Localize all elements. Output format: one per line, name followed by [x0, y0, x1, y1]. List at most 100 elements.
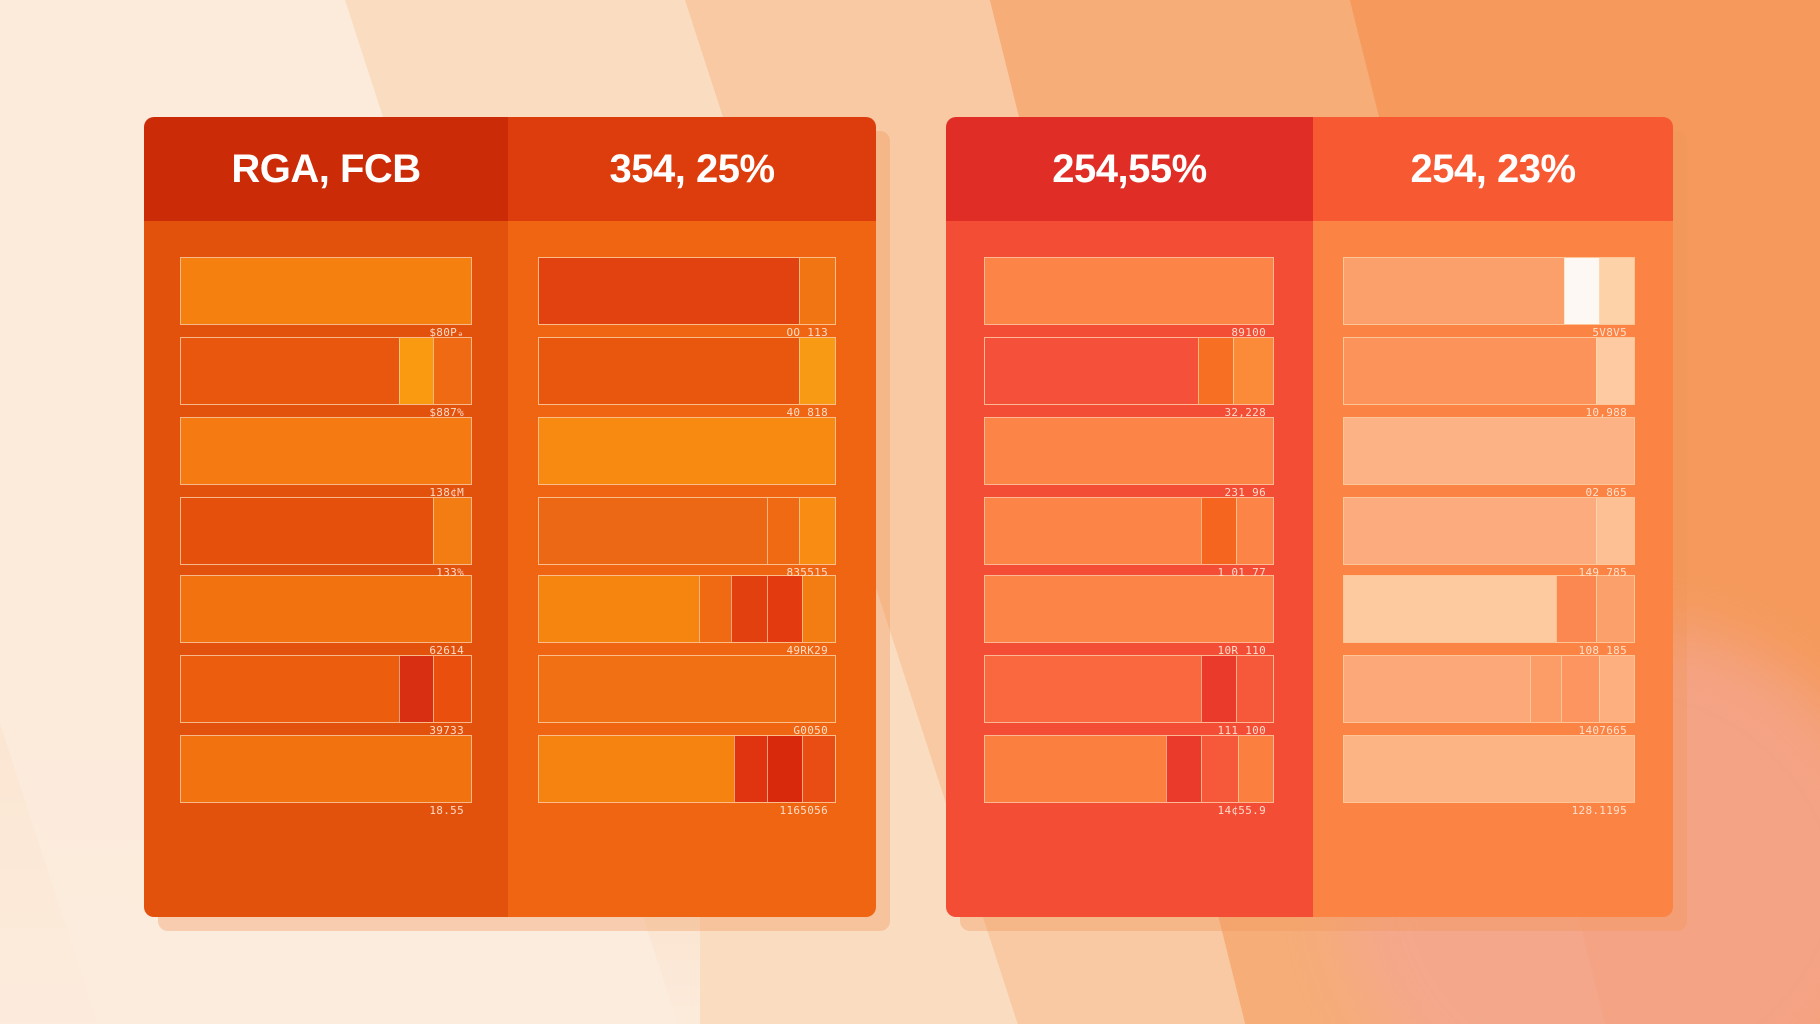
- bar-segment: [539, 576, 699, 642]
- bar-value-label: 02 865: [1585, 486, 1627, 499]
- bar-segment: [985, 576, 1273, 642]
- bar-segment: [1344, 656, 1530, 722]
- bar-segment: [1344, 498, 1597, 564]
- bar-row: [984, 257, 1274, 325]
- bar-segment: [1561, 656, 1600, 722]
- bar-segment: [433, 338, 471, 404]
- bar-segment: [1344, 258, 1565, 324]
- bar-segment: [181, 338, 399, 404]
- bar-value-label: 39733: [429, 724, 464, 737]
- bar-row: [180, 655, 472, 723]
- bar-segment: [802, 576, 835, 642]
- bar-value-label: 138¢M: [429, 486, 464, 499]
- bar-segment: [766, 498, 800, 564]
- bar-segment: [766, 576, 803, 642]
- bar-value-label: 1407665: [1578, 724, 1627, 737]
- column-body: 5V8V5 10,988 02 865 149 785 108 185 1407665 12…: [1313, 221, 1673, 917]
- bar-segment: [539, 338, 800, 404]
- bar-segment: [985, 258, 1273, 324]
- bar-value-label: 128.1195: [1571, 804, 1627, 817]
- bar-segment: [985, 498, 1201, 564]
- bar-segment: [1344, 736, 1634, 802]
- bar-segment: [1235, 656, 1273, 722]
- left-panel-column-2: 354, 25% OO 113 40 818 835515 49RK29 G0050 11…: [508, 117, 876, 917]
- bar-segment: [1599, 656, 1634, 722]
- bar-segment: [1344, 418, 1634, 484]
- bar-segment: [181, 576, 471, 642]
- bar-value-label: 62614: [429, 644, 464, 657]
- bar-segment: [1238, 736, 1273, 802]
- right-panel-column-1: 254,55% 89100 32,228 231 96 1 01 77 10R 110 1…: [946, 117, 1313, 917]
- bar-segment: [1564, 258, 1600, 324]
- bar-segment: [1529, 656, 1562, 722]
- bar-value-label: 14¢55.9: [1217, 804, 1266, 817]
- bar-row: [180, 417, 472, 485]
- bar-row: [984, 655, 1274, 723]
- bar-value-label: 10R 110: [1217, 644, 1266, 657]
- bar-value-label: $80Pₔ: [429, 326, 464, 339]
- bar-segment: [181, 418, 471, 484]
- bar-value-label: 89100: [1231, 326, 1266, 339]
- bar-row: [984, 735, 1274, 803]
- bar-segment: [1344, 338, 1597, 404]
- bar-segment: [1596, 498, 1634, 564]
- bar-segment: [181, 656, 399, 722]
- right-panel-column-2: 254, 23% 5V8V5 10,988 02 865 149 785 108 185…: [1313, 117, 1673, 917]
- right-panel: 254,55% 89100 32,228 231 96 1 01 77 10R 110 1…: [946, 117, 1673, 917]
- bar-row: [1343, 575, 1635, 643]
- bar-value-label: 108 185: [1578, 644, 1627, 657]
- bar-row: [538, 575, 836, 643]
- bar-row: [1343, 417, 1635, 485]
- bar-value-label: G0050: [793, 724, 828, 737]
- bar-segment: [734, 736, 767, 802]
- bar-value-label: 10,988: [1585, 406, 1627, 419]
- bar-segment: [1232, 338, 1273, 404]
- bar-segment: [985, 736, 1167, 802]
- bar-row: [538, 257, 836, 325]
- bar-segment: [985, 656, 1201, 722]
- bar-segment: [698, 576, 732, 642]
- bar-row: [1343, 337, 1635, 405]
- bar-segment: [731, 576, 767, 642]
- bar-row: [984, 337, 1274, 405]
- bar-segment: [1235, 498, 1273, 564]
- bar-segment: [799, 498, 835, 564]
- bar-row: [538, 417, 836, 485]
- bar-segment: [766, 736, 803, 802]
- bar-row: [180, 575, 472, 643]
- bar-row: [1343, 735, 1635, 803]
- bar-row: [538, 337, 836, 405]
- bar-value-label: 5V8V5: [1592, 326, 1627, 339]
- bar-segment: [539, 498, 767, 564]
- column-header: RGA, FCB: [144, 117, 508, 221]
- left-panel: RGA, FCB $80Pₔ $887% 138¢M 133% 62614 39733 18…: [144, 117, 876, 917]
- bar-segment: [539, 258, 800, 324]
- bar-row: [1343, 655, 1635, 723]
- bar-row: [984, 575, 1274, 643]
- bar-segment: [433, 498, 471, 564]
- bar-row: [1343, 497, 1635, 565]
- bar-segment: [539, 656, 835, 722]
- bar-segment: [1166, 736, 1201, 802]
- bar-value-label: 49RK29: [786, 644, 828, 657]
- bar-segment: [1555, 576, 1597, 642]
- bar-row: [538, 497, 836, 565]
- bar-row: [538, 735, 836, 803]
- bar-segment: [1344, 576, 1556, 642]
- bar-row: [538, 655, 836, 723]
- bar-segment: [1596, 338, 1634, 404]
- bar-segment: [1201, 498, 1236, 564]
- bar-segment: [985, 338, 1199, 404]
- bar-row: [180, 337, 472, 405]
- bar-segment: [1201, 656, 1236, 722]
- bar-row: [1343, 257, 1635, 325]
- column-body: OO 113 40 818 835515 49RK29 G0050 1165056: [508, 221, 876, 917]
- bar-segment: [398, 338, 434, 404]
- bar-value-label: OO 113: [786, 326, 828, 339]
- column-header: 254,55%: [946, 117, 1313, 221]
- bar-row: [984, 497, 1274, 565]
- bar-value-label: 32,228: [1224, 406, 1266, 419]
- bar-value-label: 40 818: [786, 406, 828, 419]
- column-header: 354, 25%: [508, 117, 876, 221]
- bar-segment: [799, 338, 835, 404]
